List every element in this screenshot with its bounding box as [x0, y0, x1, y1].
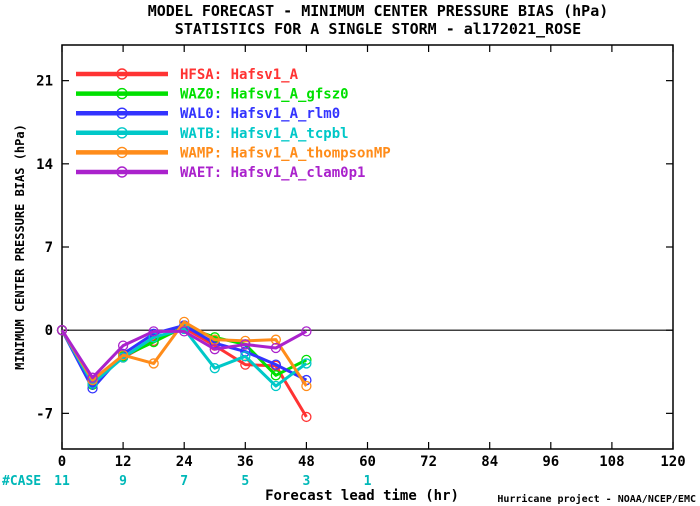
axes: 0 12 24 36 48 60 72 84 96 108 120 21 14 7 0 -7	[36, 45, 686, 470]
legend-marker	[116, 87, 128, 100]
x-axis-label: Forecast lead time (hr)	[265, 488, 459, 504]
legend-label: WAMP: Hafsv1_A_thompsonMP	[180, 145, 391, 161]
plot-frame	[61, 44, 674, 450]
data-point	[270, 359, 282, 370]
y-axis-label: MINIMUM CENTER PRESSURE BIAS (hPa)	[13, 124, 27, 370]
x-tick-label: 120	[660, 454, 685, 470]
data-point	[148, 326, 159, 337]
y-tick-label: 21	[36, 74, 53, 90]
x-tick-label: 36	[237, 454, 254, 470]
series-line-5	[60, 329, 308, 380]
data-point	[270, 380, 282, 392]
legend-marker	[116, 107, 128, 119]
data-point	[240, 339, 251, 350]
legend-label: WAL0: Hafsv1_A_rlm0	[180, 106, 340, 122]
legend-label: WAET: Hafsv1_A_clam0p1	[180, 165, 365, 181]
legend-marker	[116, 146, 128, 159]
data-point	[117, 340, 129, 351]
case-count: 7	[180, 474, 188, 489]
y-tick-label: 0	[45, 323, 53, 339]
x-tick-label: 24	[176, 454, 193, 470]
legend: HFSA: Hafsv1_A WAZ0: Hafsv1_A_gfsz0 WAL0: …	[76, 67, 391, 181]
series-layer	[56, 316, 312, 423]
series-line-2	[60, 323, 308, 390]
legend-label: WATB: Hafsv1_A_tcpbl	[180, 126, 349, 142]
y-tick-label: 14	[36, 157, 53, 173]
y-tick-label: 7	[45, 240, 53, 256]
x-tick-label: 48	[298, 454, 315, 470]
x-tick-label: 12	[115, 454, 132, 470]
data-point	[148, 358, 159, 369]
legend-label: WAZ0: Hafsv1_A_gfsz0	[180, 87, 349, 103]
x-tick-label: 0	[58, 454, 66, 470]
legend-marker	[116, 166, 128, 178]
x-tick-label: 60	[359, 454, 376, 470]
case-count: 5	[241, 474, 249, 489]
chart-subtitle: STATISTICS FOR A SINGLE STORM - al172021…	[175, 20, 581, 38]
legend-marker	[116, 68, 128, 80]
data-point	[209, 344, 220, 355]
data-point	[301, 326, 312, 337]
x-tick-label: 108	[599, 454, 624, 470]
series-line-3	[60, 327, 308, 388]
series-line-4	[60, 320, 308, 387]
case-count: 9	[119, 474, 127, 489]
data-point	[301, 380, 312, 392]
data-point	[301, 411, 312, 423]
legend-label: HFSA: Hafsv1_A	[180, 67, 299, 83]
y-tick-label: -7	[36, 406, 53, 422]
data-point	[56, 325, 68, 336]
data-point	[270, 342, 282, 354]
data-point	[270, 370, 282, 381]
legend-marker	[116, 127, 128, 139]
data-point	[87, 372, 98, 383]
data-point	[270, 334, 282, 345]
chart-title: MODEL FORECAST - MINIMUM CENTER PRESSURE…	[148, 2, 609, 20]
case-count: 11	[54, 474, 70, 489]
x-tick-label: 72	[420, 454, 437, 470]
case-counts: #CASE 11 9 7 5 3 1	[2, 474, 372, 489]
data-point	[209, 363, 220, 374]
data-point	[240, 359, 251, 370]
data-point	[240, 351, 251, 362]
footer-credit: Hurricane project - NOAA/NCEP/EMC	[497, 493, 696, 505]
data-point	[301, 358, 312, 369]
x-tick-label: 84	[481, 454, 498, 470]
data-point	[179, 326, 190, 337]
x-tick-label: 96	[542, 454, 559, 470]
case-label: #CASE	[2, 474, 41, 489]
case-count: 3	[302, 474, 310, 489]
case-count: 1	[364, 474, 372, 489]
